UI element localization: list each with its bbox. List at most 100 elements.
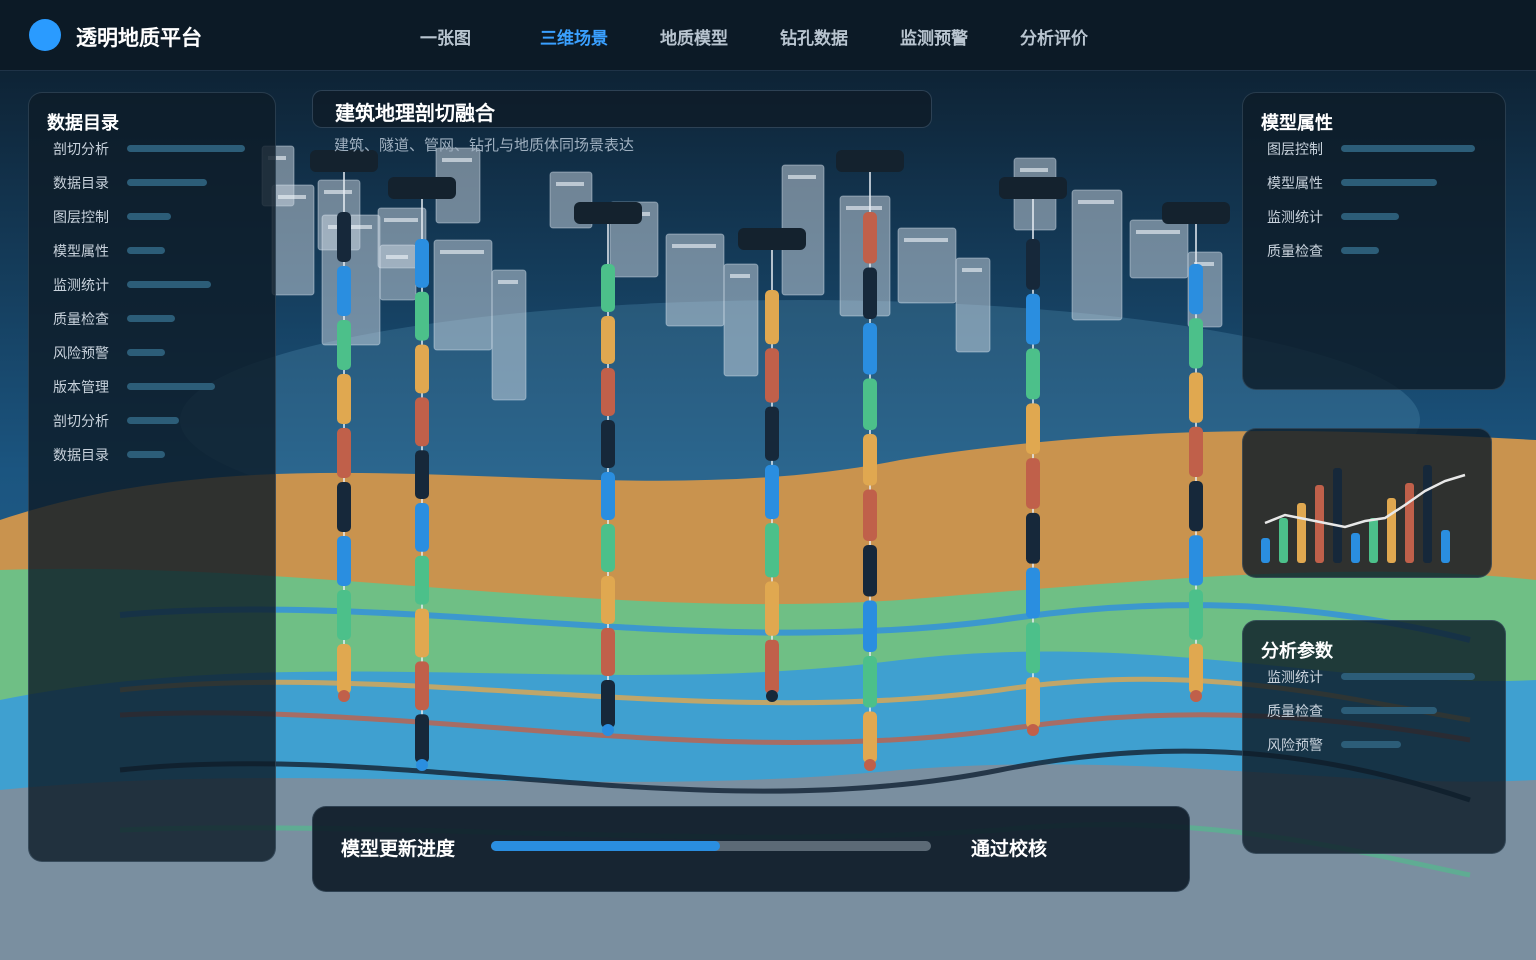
nav-item[interactable]: 分析评价 bbox=[1020, 29, 1088, 49]
list-item[interactable]: 剖切分析 bbox=[53, 414, 109, 430]
borehole-segment bbox=[1189, 589, 1203, 640]
chart-bar bbox=[1387, 498, 1396, 563]
list-item[interactable]: 数据目录 bbox=[53, 448, 109, 464]
placeholder-bar bbox=[127, 451, 165, 458]
borehole-segment bbox=[765, 639, 779, 694]
scene-title: 建筑地理剖切融合 bbox=[335, 101, 495, 125]
borehole-segment bbox=[863, 323, 877, 375]
borehole-segment bbox=[863, 600, 877, 652]
borehole-segment bbox=[1189, 264, 1203, 315]
placeholder-bar bbox=[1341, 145, 1475, 152]
borehole-tag bbox=[738, 228, 806, 250]
nav-item[interactable]: 一张图 bbox=[420, 29, 471, 49]
borehole-segment bbox=[601, 524, 615, 572]
chart-bar bbox=[1369, 518, 1378, 563]
list-item[interactable]: 图层控制 bbox=[1267, 142, 1323, 158]
panel-title: 模型属性 bbox=[1261, 113, 1333, 134]
building-line bbox=[846, 206, 882, 210]
list-item[interactable]: 模型属性 bbox=[53, 244, 109, 260]
panel-title: 分析参数 bbox=[1261, 641, 1333, 662]
list-item[interactable]: 监测统计 bbox=[1267, 210, 1323, 226]
borehole-segment bbox=[1189, 643, 1203, 694]
borehole-segment bbox=[337, 644, 351, 694]
progress-fill bbox=[491, 841, 720, 851]
list-item[interactable]: 图层控制 bbox=[53, 210, 109, 226]
borehole-segment bbox=[1189, 481, 1203, 532]
building-line bbox=[672, 244, 716, 248]
chart-bar bbox=[1279, 518, 1288, 563]
scene-title-box: 建筑地理剖切融合 bbox=[312, 90, 932, 128]
building bbox=[271, 184, 315, 296]
building-line bbox=[1136, 230, 1180, 234]
borehole-end bbox=[1190, 690, 1202, 702]
chart-line bbox=[1264, 473, 1466, 529]
nav-item[interactable]: 监测预警 bbox=[900, 29, 968, 49]
building-line bbox=[386, 255, 408, 259]
building-line bbox=[442, 158, 472, 162]
list-item[interactable]: 风险预警 bbox=[1267, 738, 1323, 754]
borehole-tag bbox=[388, 177, 456, 199]
borehole-end bbox=[338, 690, 350, 702]
borehole-segment bbox=[1026, 348, 1040, 400]
nav-item[interactable]: 三维场景 bbox=[540, 29, 608, 49]
list-item[interactable]: 模型属性 bbox=[1267, 176, 1323, 192]
building-line bbox=[440, 250, 484, 254]
borehole-segment bbox=[601, 576, 615, 624]
chart-bar bbox=[1441, 530, 1450, 563]
chart-bar bbox=[1423, 465, 1432, 563]
borehole-segment bbox=[765, 464, 779, 520]
progress-bar-panel: 模型更新进度 通过校核 bbox=[312, 806, 1190, 892]
building-line bbox=[1194, 262, 1214, 266]
borehole-segment bbox=[415, 239, 429, 288]
building bbox=[955, 257, 991, 353]
chart-bar bbox=[1315, 485, 1324, 563]
placeholder-bar bbox=[127, 383, 215, 390]
borehole-segment bbox=[1189, 426, 1203, 477]
borehole-segment bbox=[863, 212, 877, 264]
borehole-segment bbox=[863, 545, 877, 597]
borehole-segment bbox=[415, 291, 429, 341]
list-item[interactable]: 剖切分析 bbox=[53, 142, 109, 158]
list-item[interactable]: 质量检查 bbox=[53, 312, 109, 328]
borehole-segment bbox=[415, 555, 429, 605]
right-panel: 模型属性 图层控制 模型属性 监测统计 质量检查 bbox=[1242, 92, 1506, 390]
borehole-segment bbox=[415, 608, 429, 658]
scene-subtitle: 建筑、隧道、管网、钻孔与地质体同场景表达 bbox=[334, 136, 635, 154]
borehole-segment bbox=[765, 581, 779, 636]
borehole-segment bbox=[337, 482, 351, 532]
building bbox=[491, 269, 527, 401]
list-item[interactable]: 质量检查 bbox=[1267, 704, 1323, 720]
building-line bbox=[1078, 200, 1114, 204]
building-line bbox=[904, 238, 948, 242]
borehole-segment bbox=[1026, 512, 1040, 564]
nav-item[interactable]: 钻孔数据 bbox=[780, 29, 848, 49]
borehole-tag bbox=[1162, 202, 1230, 224]
building-line bbox=[730, 274, 750, 278]
placeholder-bar bbox=[127, 213, 171, 220]
building-line bbox=[268, 156, 286, 160]
borehole-segment bbox=[415, 714, 429, 763]
list-item[interactable]: 质量检查 bbox=[1267, 244, 1323, 260]
borehole-segment bbox=[765, 406, 779, 461]
borehole-end bbox=[766, 690, 778, 702]
borehole-tag bbox=[310, 150, 378, 172]
list-item[interactable]: 版本管理 bbox=[53, 380, 109, 396]
borehole-segment bbox=[1026, 293, 1040, 345]
borehole-end bbox=[416, 759, 428, 771]
borehole-segment bbox=[863, 711, 877, 763]
nav-item[interactable]: 地质模型 bbox=[660, 29, 728, 49]
list-item[interactable]: 监测统计 bbox=[1267, 670, 1323, 686]
list-item[interactable]: 风险预警 bbox=[53, 346, 109, 362]
borehole-segment bbox=[765, 523, 779, 578]
borehole-segment bbox=[337, 536, 351, 586]
borehole-segment bbox=[337, 212, 351, 262]
borehole-segment bbox=[1189, 372, 1203, 423]
list-item[interactable]: 数据目录 bbox=[53, 176, 109, 192]
borehole-segment bbox=[601, 264, 615, 312]
building-line bbox=[278, 195, 306, 199]
borehole-end bbox=[864, 759, 876, 771]
list-item[interactable]: 监测统计 bbox=[53, 278, 109, 294]
borehole-segment bbox=[601, 420, 615, 468]
borehole-segment bbox=[415, 661, 429, 711]
